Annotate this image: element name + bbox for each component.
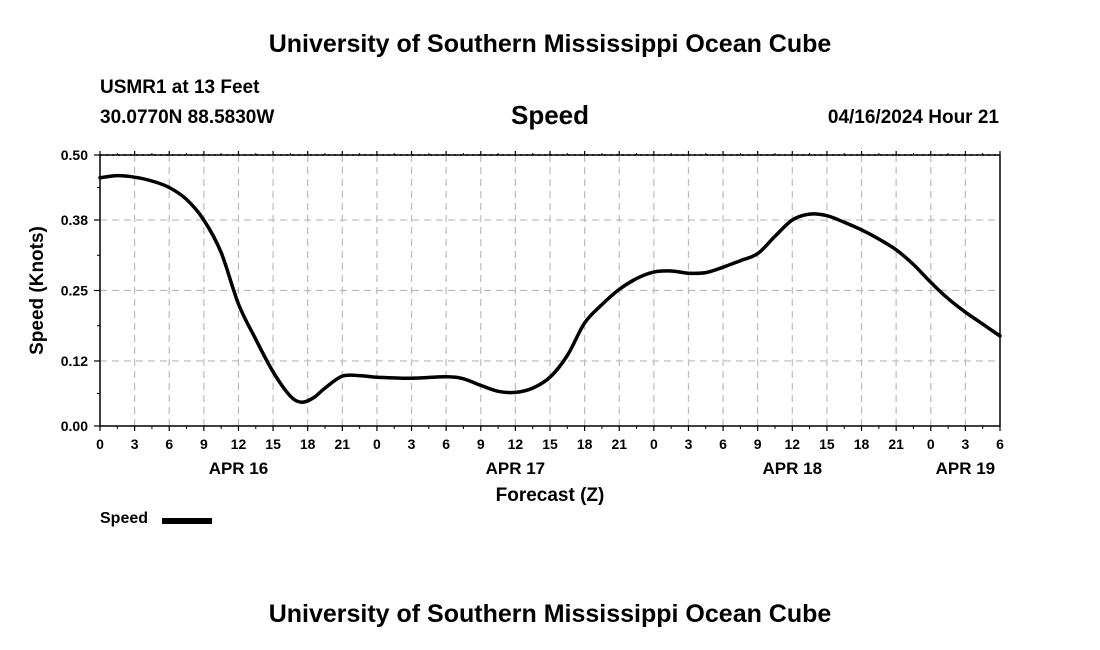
date-label: APR 18: [763, 459, 823, 478]
date-label: APR 17: [486, 459, 546, 478]
x-tick-label: 0: [373, 436, 381, 452]
x-tick-label: 6: [442, 436, 450, 452]
station-coordinates: 30.0770N 88.5830W: [100, 107, 275, 128]
x-tick-label: 9: [754, 436, 762, 452]
footer-title: University of Southern Mississippi Ocean…: [268, 600, 832, 628]
x-tick-label: 18: [300, 436, 316, 452]
x-tick-label: 21: [335, 436, 351, 452]
y-tick-label: 0.25: [61, 283, 88, 299]
x-tick-label: 12: [231, 436, 247, 452]
x-tick-label: 6: [719, 436, 727, 452]
y-axis-title: Speed (Knots): [27, 226, 48, 355]
x-tick-label: 18: [577, 436, 593, 452]
y-tick-label: 0.38: [61, 212, 88, 228]
x-tick-label: 3: [685, 436, 693, 452]
x-tick-label: 12: [785, 436, 801, 452]
station-label: USMR1 at 13 Feet: [100, 77, 260, 98]
legend-label: Speed: [100, 510, 149, 527]
x-tick-label: 3: [131, 436, 139, 452]
x-tick-label: 6: [165, 436, 173, 452]
x-tick-label: 9: [200, 436, 208, 452]
x-tick-label: 12: [508, 436, 524, 452]
axis-labels: Forecast (Z) Speed (Knots) 0 3 6 9 12 15 18 21 0…: [27, 147, 1004, 506]
x-tick-label: 21: [888, 436, 904, 452]
x-tick-label: 21: [611, 436, 627, 452]
x-tick-label: 9: [477, 436, 485, 452]
date-label: APR 19: [936, 459, 996, 478]
y-tick-label: 0.50: [61, 147, 88, 163]
x-tick-label: 15: [265, 436, 281, 452]
y-tick-label: 0.00: [61, 418, 88, 434]
speed-series-line: [98, 173, 1002, 404]
x-tick-label: 0: [927, 436, 935, 452]
x-axis-title: Forecast (Z): [496, 485, 605, 506]
x-tick-label: 15: [542, 436, 558, 452]
chart-variable-title: Speed: [510, 100, 590, 130]
x-tick-label: 6: [996, 436, 1004, 452]
date-label: APR 16: [209, 459, 269, 478]
x-tick-label: 15: [819, 436, 835, 452]
axis-ticks: [94, 151, 1001, 431]
page-title: University of Southern Mississippi Ocean…: [268, 30, 832, 58]
x-tick-label: 18: [854, 436, 870, 452]
y-tick-label: 0.12: [61, 353, 88, 369]
x-tick-label: 3: [408, 436, 416, 452]
forecast-datetime: 04/16/2024 Hour 21: [827, 107, 999, 128]
x-tick-label: 3: [961, 436, 969, 452]
x-tick-label: 0: [96, 436, 104, 452]
legend-swatch: [162, 518, 212, 524]
x-tick-label: 0: [650, 436, 658, 452]
